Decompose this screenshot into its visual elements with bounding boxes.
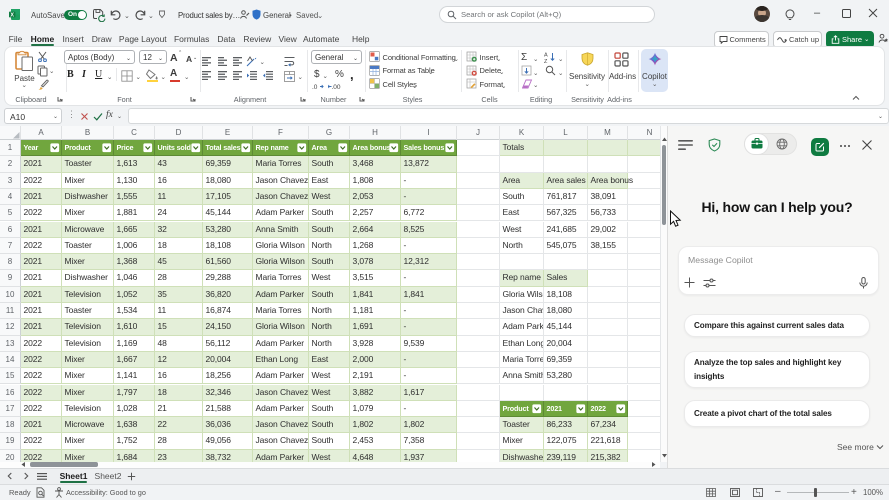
svg-text:Z: Z	[544, 59, 548, 63]
svg-text:.00: .00	[332, 84, 341, 91]
svg-text:A: A	[544, 53, 548, 59]
svg-text:.0: .0	[312, 84, 318, 91]
svg-text:X: X	[10, 12, 14, 18]
